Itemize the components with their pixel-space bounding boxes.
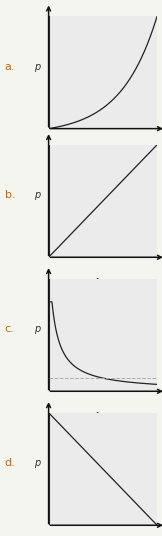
Text: λ: λ <box>95 149 100 159</box>
Text: b.: b. <box>5 190 16 200</box>
Text: d.: d. <box>5 458 16 468</box>
Text: p: p <box>34 62 40 72</box>
Text: p: p <box>34 458 40 468</box>
Text: p: p <box>34 190 40 200</box>
Text: c.: c. <box>5 324 15 334</box>
Text: p: p <box>34 324 40 334</box>
Text: λ: λ <box>95 412 100 421</box>
Text: λ: λ <box>95 278 100 287</box>
Text: a.: a. <box>5 62 15 72</box>
